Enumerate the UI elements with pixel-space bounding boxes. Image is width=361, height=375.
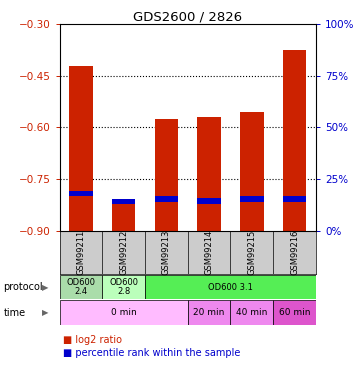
Bar xyxy=(60,300,188,325)
Bar xyxy=(197,117,221,231)
Text: 0 min: 0 min xyxy=(111,308,136,317)
Text: GSM99216: GSM99216 xyxy=(290,230,299,275)
Text: GSM99215: GSM99215 xyxy=(247,230,256,275)
Text: ▶: ▶ xyxy=(42,283,48,292)
Bar xyxy=(69,191,93,196)
Bar xyxy=(102,275,145,299)
Bar xyxy=(240,196,264,202)
Text: GSM99214: GSM99214 xyxy=(205,230,214,275)
Text: protocol: protocol xyxy=(4,282,43,292)
Text: OD600
2.4: OD600 2.4 xyxy=(66,278,95,296)
Bar xyxy=(155,119,178,231)
Text: GSM99212: GSM99212 xyxy=(119,230,128,275)
Bar xyxy=(112,199,135,204)
Bar xyxy=(273,300,316,325)
Bar xyxy=(240,112,264,231)
Bar xyxy=(112,203,135,231)
Text: 20 min: 20 min xyxy=(193,308,225,317)
Text: ■ percentile rank within the sample: ■ percentile rank within the sample xyxy=(63,348,240,358)
Text: OD600
2.8: OD600 2.8 xyxy=(109,278,138,296)
Text: 60 min: 60 min xyxy=(279,308,310,317)
Bar xyxy=(145,275,316,299)
Text: time: time xyxy=(4,308,26,318)
Bar xyxy=(197,198,221,204)
Bar xyxy=(283,50,306,231)
Text: OD600 3.1: OD600 3.1 xyxy=(208,283,253,292)
Text: ■ log2 ratio: ■ log2 ratio xyxy=(63,335,122,345)
Bar xyxy=(60,275,102,299)
Bar xyxy=(283,196,306,202)
Text: 40 min: 40 min xyxy=(236,308,268,317)
Bar xyxy=(155,196,178,202)
Text: GSM99213: GSM99213 xyxy=(162,230,171,275)
Text: ▶: ▶ xyxy=(42,308,48,317)
Text: GSM99211: GSM99211 xyxy=(77,230,86,275)
Bar xyxy=(69,66,93,231)
Bar xyxy=(230,300,273,325)
Bar xyxy=(188,300,230,325)
Title: GDS2600 / 2826: GDS2600 / 2826 xyxy=(133,10,242,23)
